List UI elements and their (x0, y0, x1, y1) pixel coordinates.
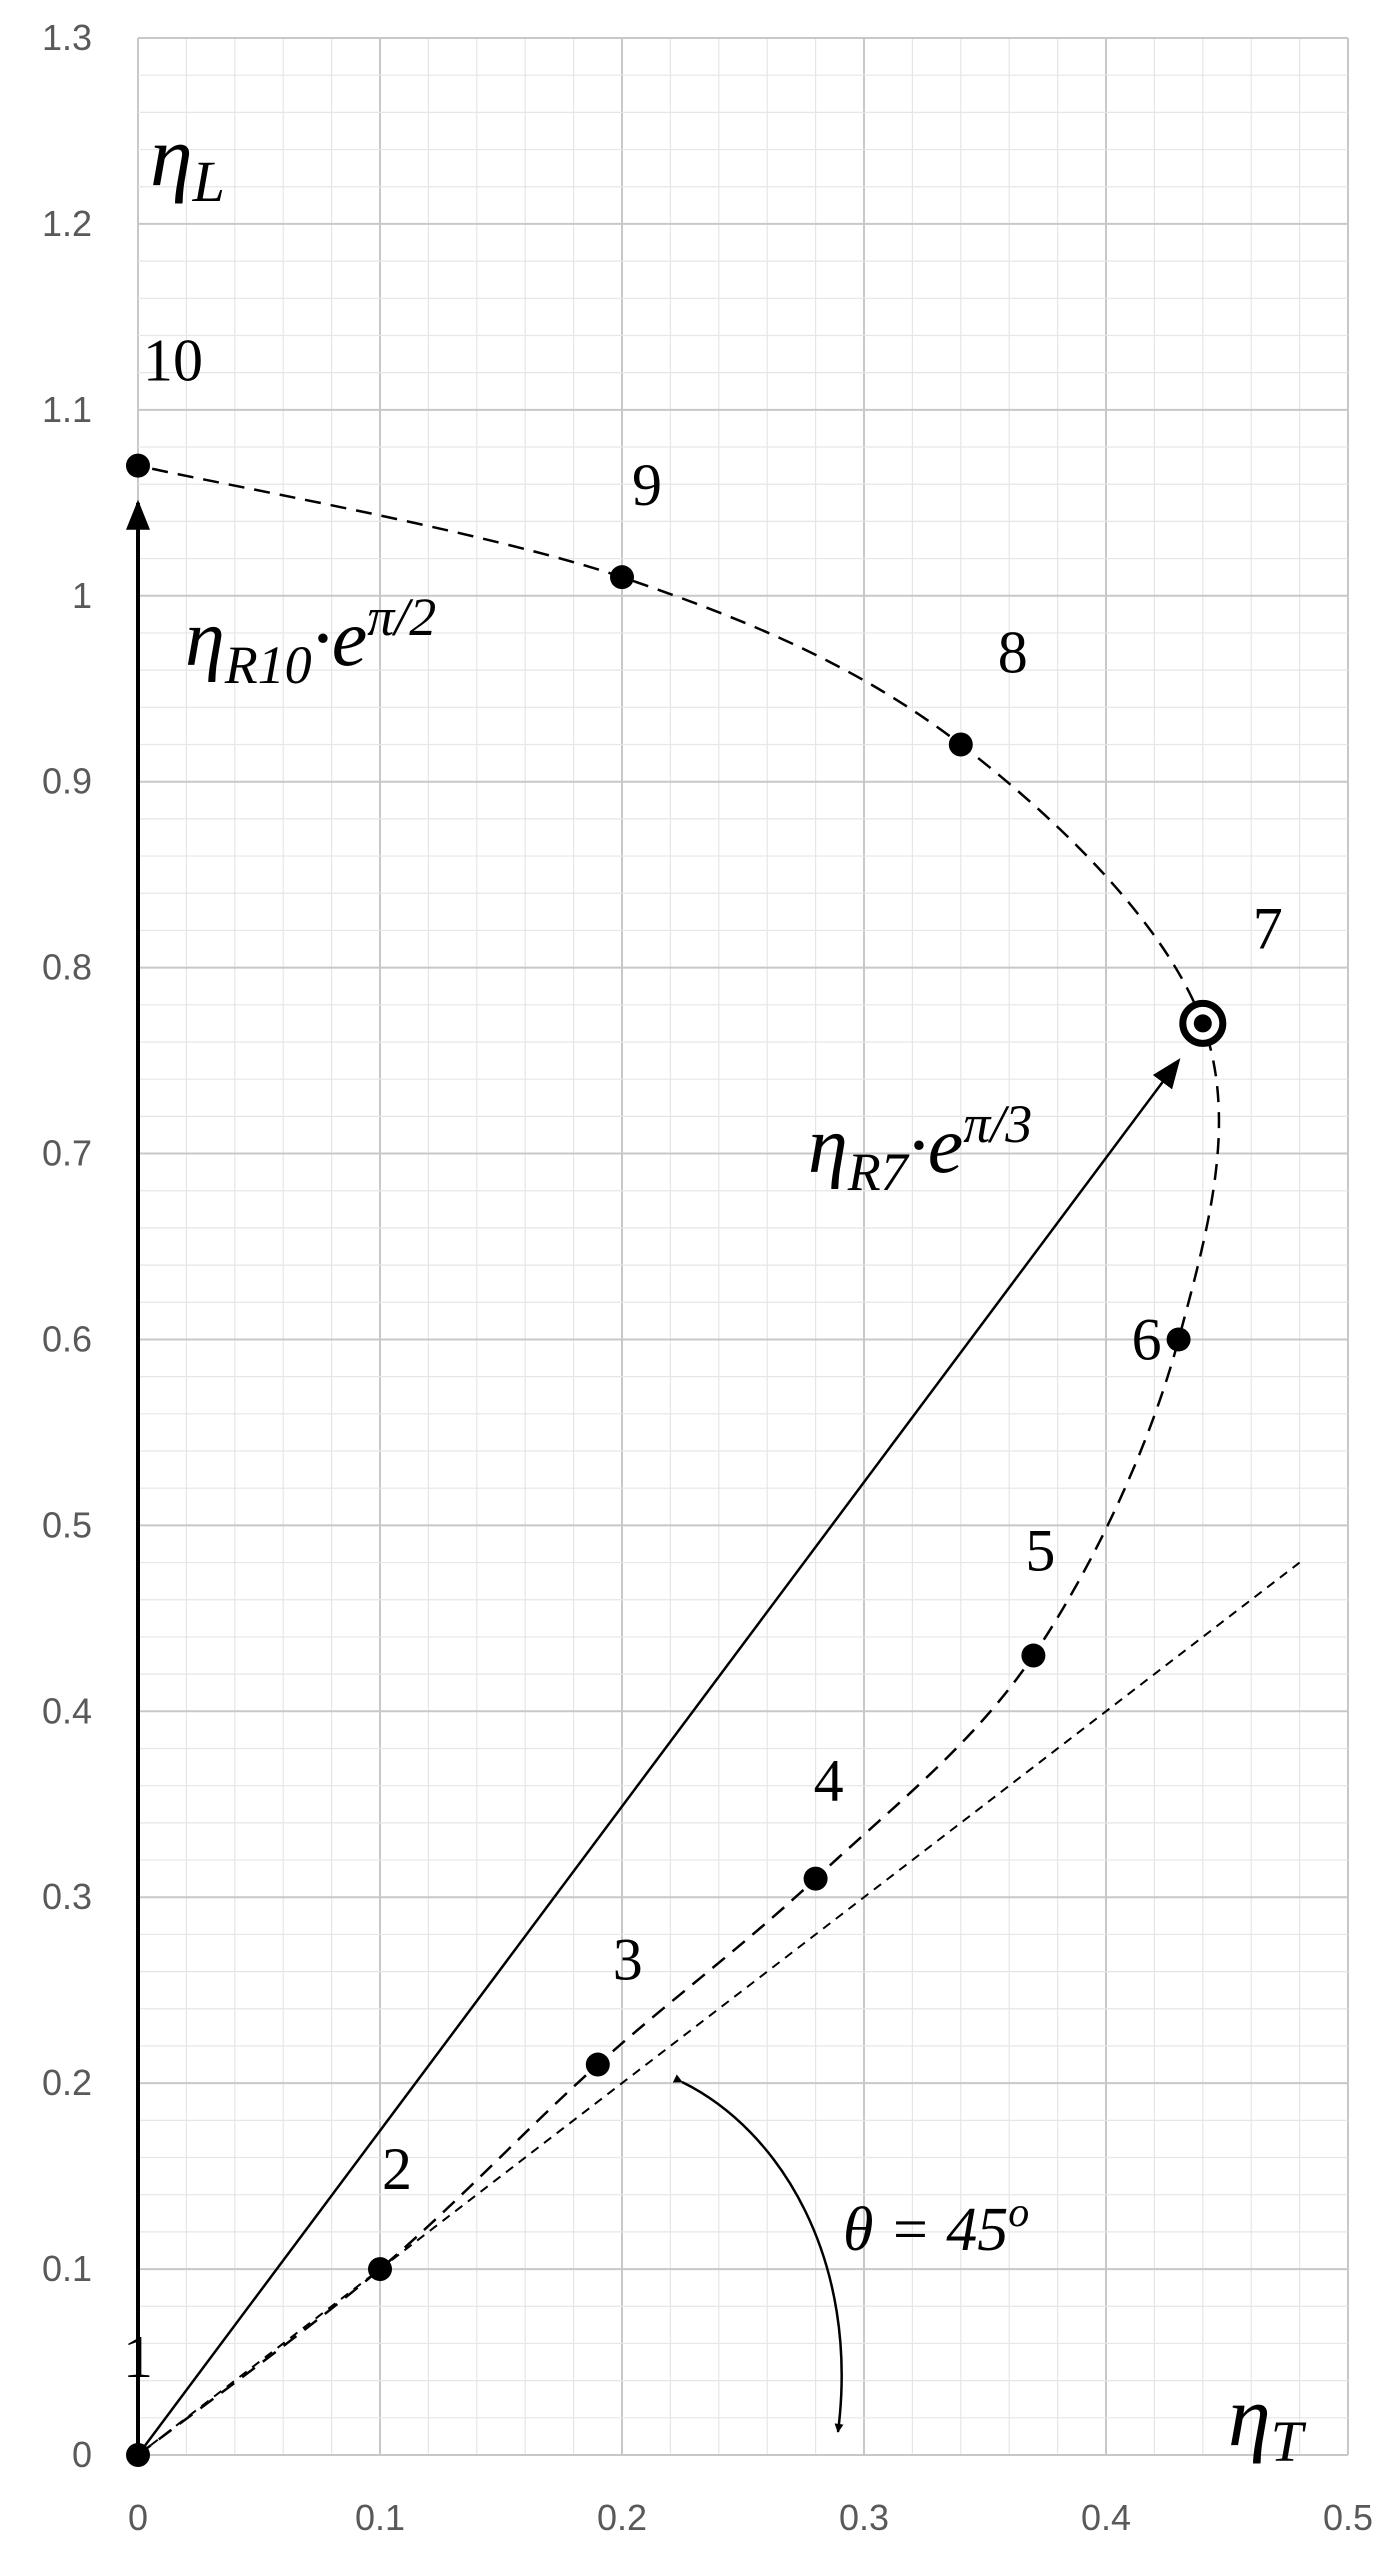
grid (137, 37, 1349, 2456)
y-tick-label: 1 (72, 575, 92, 616)
x-axis-symbol: ηT (1228, 2368, 1307, 2474)
data-point (610, 565, 634, 590)
data-points (126, 453, 1227, 2467)
y-axis-symbol-base: η (150, 108, 193, 204)
angle-label: θ = 45o (843, 2190, 1029, 2264)
y-tick-label: 0.4 (42, 1690, 92, 1731)
y-tick-label: 0.7 (42, 1133, 92, 1174)
data-point (126, 2443, 150, 2467)
vector-r10-sub: R10 (224, 635, 312, 695)
vector-r7-sub: R7 (847, 1142, 910, 1202)
x-tick-label: 0.5 (1323, 2497, 1373, 2538)
point-label: 3 (613, 1927, 643, 1993)
y-tick-label: 0.3 (42, 1876, 92, 1917)
x-axis-symbol-sub: T (1271, 2409, 1307, 2474)
x-tick-label: 0.2 (597, 2497, 647, 2538)
point-label: 4 (814, 1748, 844, 1814)
x-tick-label: 0.4 (1081, 2497, 1131, 2538)
vector-r10-base: η (185, 595, 225, 683)
point-label: 7 (1253, 895, 1283, 961)
data-point (1021, 1643, 1046, 1668)
vector-r7-sup: π/3 (963, 1094, 1032, 1154)
y-tick-label: 1.2 (42, 203, 92, 244)
x-tick-label: 0.1 (355, 2497, 405, 2538)
data-point (948, 732, 973, 757)
angle-sup: o (1008, 2190, 1029, 2236)
angle-text: θ = 45 (843, 2196, 1008, 2264)
y-axis-tick-labels: 0 0.1 0.2 0.3 0.4 0.5 0.6 0.7 0.8 0.9 1 1.1 1.2 1.3 (42, 17, 92, 2475)
y-axis-symbol: ηL (150, 108, 225, 214)
data-point (585, 2052, 610, 2077)
vector-r10-mid: ·e (312, 595, 368, 683)
vector-r7-base: η (808, 1102, 848, 1190)
point-label: 1 (123, 2324, 153, 2390)
data-point (126, 453, 150, 478)
x-axis-symbol-base: η (1228, 2368, 1271, 2464)
vector-eta-r7 (136, 1058, 1181, 2456)
x-tick-label: 0.3 (839, 2497, 889, 2538)
reference-line-45deg (137, 1561, 1301, 2456)
point-labels: 1 2 3 4 5 6 7 8 9 10 (123, 328, 1283, 2390)
angle-arc (672, 2074, 844, 2433)
trajectory-curve (137, 464, 1221, 2456)
point-label: 8 (998, 620, 1028, 686)
vector-r10-label: ηR10·eπ/2 (185, 587, 436, 695)
point-label: 2 (382, 2136, 412, 2202)
data-point (803, 1866, 828, 1891)
y-tick-label: 0 (72, 2434, 92, 2475)
data-point (368, 2257, 392, 2282)
vector-r7-label: ηR7·eπ/3 (808, 1094, 1032, 1202)
point-label: 6 (1132, 1306, 1162, 1372)
point-label: 9 (632, 452, 662, 518)
point-label: 5 (1025, 1518, 1055, 1584)
data-point (1193, 1014, 1212, 1033)
y-tick-label: 0.9 (42, 761, 92, 802)
y-tick-label: 1.1 (42, 389, 92, 430)
data-point (1166, 1327, 1191, 1352)
y-tick-label: 1.3 (42, 17, 92, 58)
vector-r7-mid: ·e (908, 1102, 964, 1190)
y-tick-label: 0.1 (42, 2248, 92, 2289)
y-tick-label: 0.5 (42, 1504, 92, 1545)
vector-r10-sup: π/2 (367, 587, 436, 647)
y-tick-label: 0.2 (42, 2062, 92, 2103)
y-tick-label: 0.6 (42, 1318, 92, 1359)
x-axis-tick-labels: 0 0.1 0.2 0.3 0.4 0.5 (128, 2497, 1373, 2538)
x-tick-label: 0 (128, 2497, 148, 2538)
y-axis-symbol-sub: L (192, 149, 225, 214)
y-tick-label: 0.8 (42, 947, 92, 988)
point-label: 10 (143, 328, 203, 394)
